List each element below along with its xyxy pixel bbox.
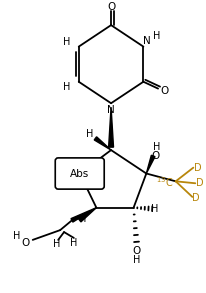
Text: O: O [132,246,141,255]
Text: N: N [143,36,151,46]
Text: H: H [13,231,21,241]
Text: D: D [196,178,204,188]
Text: N: N [107,105,115,115]
Text: D: D [194,163,202,173]
Text: Abs: Abs [70,168,89,178]
Polygon shape [71,208,96,222]
Polygon shape [94,137,111,150]
Text: H: H [133,255,140,265]
Text: H: H [151,204,159,214]
Polygon shape [109,107,114,147]
Text: H: H [153,142,161,152]
Text: H: H [153,31,161,41]
Text: $^{13}$C: $^{13}$C [156,176,174,189]
Text: O: O [161,86,169,96]
Text: D: D [192,193,200,203]
Text: H: H [79,214,86,224]
Polygon shape [146,155,155,173]
Text: O: O [22,238,30,248]
Text: H: H [63,82,71,92]
Text: O: O [151,151,159,161]
Text: H: H [70,238,77,248]
FancyBboxPatch shape [55,158,104,189]
Text: H: H [86,130,93,139]
Polygon shape [78,208,96,222]
Text: H: H [63,37,71,47]
Text: O: O [107,1,115,12]
Text: H: H [53,239,60,249]
